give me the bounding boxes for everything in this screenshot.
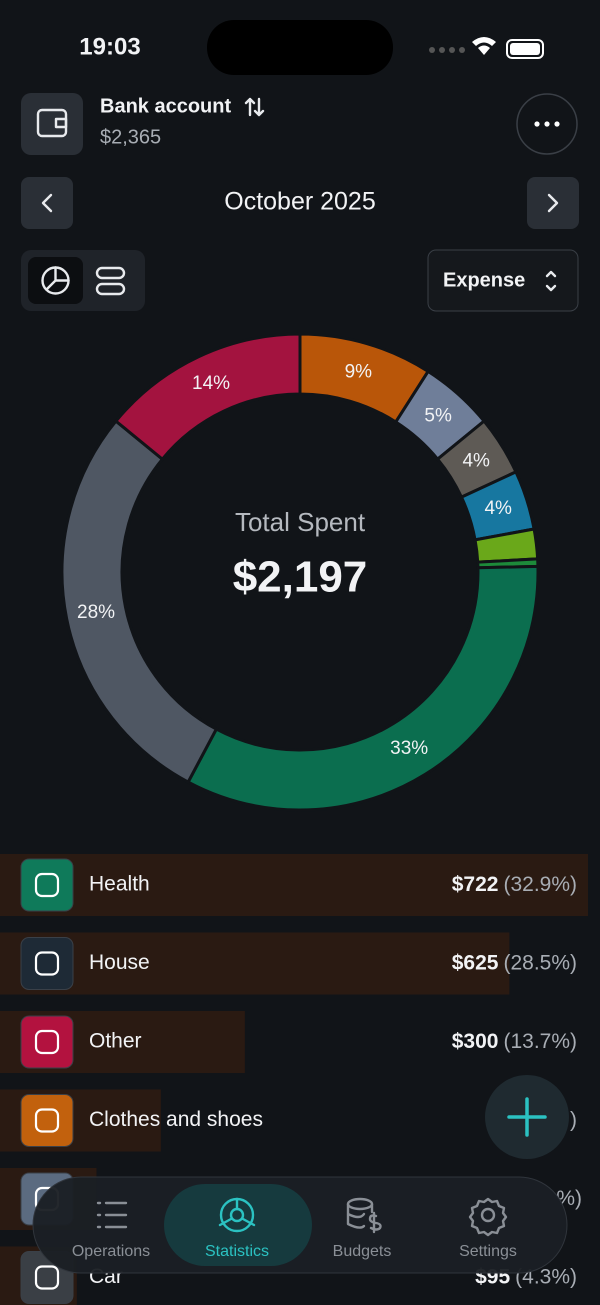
amount: $625	[452, 951, 499, 974]
percent: (32.9%)	[503, 873, 577, 896]
tab-labels: Operations Statistics Budgets Settings	[72, 1243, 517, 1260]
category-name[interactable]: House	[89, 951, 150, 974]
category-name[interactable]: Other	[89, 1030, 142, 1053]
slice-label: 4%	[484, 498, 512, 519]
statistics-icon	[218, 1197, 256, 1233]
type-label: Expense	[443, 269, 525, 291]
category-amount: $625 (28.5%)	[452, 951, 577, 974]
next-month-button[interactable]	[527, 177, 579, 229]
category-name[interactable]: Health	[89, 873, 150, 896]
share-bar	[0, 932, 510, 995]
pie-slice	[186, 564, 540, 812]
slice-label: 14%	[192, 373, 230, 394]
dynamic-island	[207, 20, 393, 75]
prev-icon	[41, 193, 53, 213]
amount: $300	[452, 1030, 499, 1053]
slice-label: 33%	[390, 738, 428, 759]
icon-glyph	[34, 1029, 60, 1055]
slice-label: 5%	[424, 405, 452, 426]
status-time: 19:03	[79, 33, 140, 60]
category-amount: $300 (13.7%)	[452, 1030, 577, 1053]
active-tab-bg	[164, 1184, 312, 1266]
pie-icon	[41, 266, 70, 295]
tab-label[interactable]: Settings	[459, 1243, 517, 1260]
budgets-icon	[346, 1197, 382, 1234]
type-dropdown[interactable]	[427, 249, 579, 312]
next-icon	[547, 193, 559, 213]
wallet-button[interactable]	[21, 93, 83, 155]
slice-label: 28%	[77, 602, 115, 623]
month-label: October 2025	[224, 188, 376, 216]
amount: $722	[452, 873, 499, 896]
slice-label: 9%	[345, 361, 373, 382]
icon-glyph	[34, 1108, 60, 1133]
category-icon	[20, 1094, 74, 1147]
slice-label: 4%	[462, 450, 490, 471]
status-icons	[429, 37, 544, 59]
sort-icon	[244, 97, 265, 117]
more-button[interactable]	[516, 93, 578, 155]
percent: )	[570, 1108, 577, 1131]
dropdown-icon	[545, 270, 557, 292]
center-title: Total Spent	[235, 507, 366, 537]
list-view-button[interactable]	[95, 266, 126, 296]
category-icon	[20, 937, 74, 990]
category-amount: $722 (32.9%)	[452, 873, 577, 896]
category-icon	[20, 1015, 74, 1069]
category-icon	[20, 858, 74, 912]
tab-label[interactable]: Operations	[72, 1243, 150, 1260]
percent: (13.7%)	[503, 1030, 577, 1053]
settings-icon	[468, 1197, 508, 1237]
account-name[interactable]: Bank account	[100, 95, 231, 117]
icon-glyph	[34, 872, 60, 898]
icon-glyph	[34, 1265, 60, 1290]
tab-label[interactable]: Budgets	[333, 1243, 392, 1260]
percent: (28.5%)	[503, 951, 577, 974]
icon-glyph	[34, 951, 60, 976]
more-icon	[534, 121, 560, 127]
wallet-icon	[36, 108, 68, 138]
share-bar	[0, 854, 588, 916]
donut-chart: 9% 5% 4% 4% 33% 28% 14%	[60, 332, 540, 812]
prev-month-button[interactable]	[21, 177, 73, 229]
operations-icon	[96, 1201, 128, 1229]
category-name[interactable]: Clothes and shoes	[89, 1108, 263, 1131]
pie-slice	[113, 332, 302, 462]
add-icon	[507, 1097, 547, 1137]
tab-label[interactable]: Statistics	[205, 1243, 269, 1260]
center-value: $2,197	[233, 553, 368, 602]
account-balance: $2,365	[100, 126, 161, 148]
